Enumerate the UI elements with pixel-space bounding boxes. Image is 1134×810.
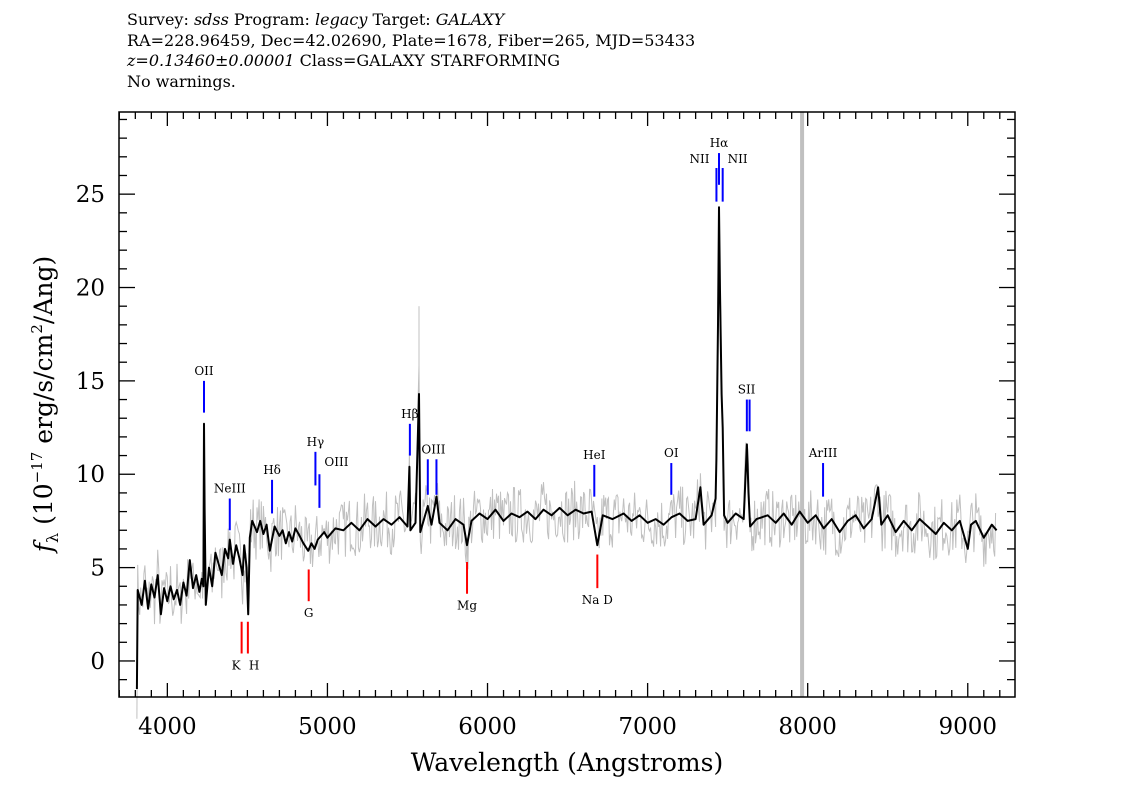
y-tick-label: 5 — [90, 556, 105, 582]
line-marker-label: OI — [664, 446, 679, 460]
y-axis-title-exponent2: 2 — [28, 324, 46, 334]
line-marker-label: Hγ — [307, 435, 325, 449]
line-marker-label: ArIII — [808, 446, 838, 460]
line-marker-label: NII — [728, 152, 748, 166]
y-tick-label: 25 — [76, 182, 105, 208]
x-tick-label: 6000 — [458, 714, 517, 740]
line-marker-label: Hδ — [263, 463, 281, 477]
line-marker-label: OIII — [324, 455, 348, 469]
x-tick-label: 7000 — [618, 714, 677, 740]
y-axis-title-units: erg/s/cm — [29, 333, 58, 451]
axes: 4000 5000 6000 7000 8000 9000 0 5 10 15 20 25 — [76, 112, 1015, 740]
y-tick-label: 15 — [76, 369, 105, 395]
y-axis-title: fλ (10−17 erg/s/cm2/Ang) — [28, 256, 62, 555]
line-marker-label: SII — [738, 383, 756, 397]
line-marker-label: Na D — [582, 593, 613, 607]
header-line-redshift: z=0.13460±0.00001 Class=GALAXY STARFORMI… — [127, 51, 695, 72]
line-marker-label: HeI — [583, 448, 606, 462]
x-tick-label: 8000 — [778, 714, 837, 740]
survey-label: Survey: — [127, 10, 194, 29]
x-tick-label: 4000 — [138, 714, 197, 740]
line-marker-label: OIII — [421, 442, 445, 456]
target-label: Target: — [367, 10, 436, 29]
line-marker-label: OII — [194, 364, 214, 378]
y-tick-label: 10 — [76, 462, 105, 488]
line-marker-label: G — [304, 606, 314, 620]
target-value: GALAXY — [435, 10, 505, 29]
y-axis-title-post: /Ang) — [29, 256, 58, 324]
x-axis-title: Wavelength (Angstroms) — [411, 748, 723, 777]
x-tick-label: 5000 — [298, 714, 357, 740]
plot-frame — [118, 111, 1016, 698]
program-value: legacy — [315, 10, 368, 29]
line-marker-label: NeIII — [214, 482, 246, 496]
header-line-warnings: No warnings. — [127, 71, 236, 91]
y-axis-title-exponent: −17 — [28, 452, 46, 484]
masked-region-band — [800, 112, 805, 697]
class-value: Class=GALAXY STARFORMING — [294, 51, 561, 70]
redshift-value: z=0.13460±0.00001 — [127, 51, 295, 70]
y-tick-label: 0 — [90, 649, 105, 675]
program-label: Program: — [228, 10, 316, 29]
line-marker-label: NII — [689, 152, 709, 166]
line-marker-label: Hβ — [401, 407, 418, 421]
line-marker-label: Mg — [457, 599, 477, 613]
header-line-survey: Survey: sdss Program: legacy Target: GAL… — [127, 10, 695, 31]
survey-value: sdss — [193, 10, 229, 29]
header-line-coordinates: RA=228.96459, Dec=42.02690, Plate=1678, … — [127, 30, 696, 50]
y-axis-title-f: f — [29, 539, 58, 554]
flux-spectrum-line — [135, 206, 998, 690]
y-tick-label: 20 — [76, 276, 105, 302]
line-marker-label: K — [232, 658, 242, 672]
y-axis-title-pre: (10 — [29, 483, 58, 533]
line-marker-label: Hα — [710, 136, 729, 150]
y-axis-title-lambda: λ — [43, 533, 62, 543]
flux-error-trace — [136, 218, 997, 719]
line-marker-label: H — [249, 658, 259, 672]
spectrum-header: Survey: sdss Program: legacy Target: GAL… — [127, 10, 695, 92]
x-tick-label: 9000 — [939, 714, 998, 740]
